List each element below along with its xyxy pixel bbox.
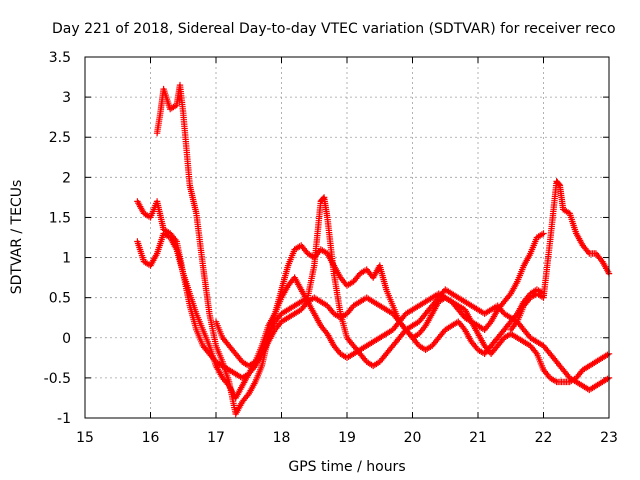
y-tick-label: 0.5 [49, 291, 71, 307]
x-tick-label: 17 [207, 430, 225, 446]
y-tick-label: 2 [62, 170, 71, 186]
y-tick-label: -0.5 [44, 371, 71, 387]
chart-title: Day 221 of 2018, Sidereal Day-to-day VTE… [52, 21, 616, 37]
x-tick-label: 18 [273, 430, 291, 446]
x-tick-label: 16 [142, 430, 160, 446]
x-tick-label: 22 [535, 430, 553, 446]
series-markers [153, 81, 547, 418]
series-markers [134, 194, 613, 394]
y-tick-labels: -1 -0.5 0 0.5 1 1.5 2 2.5 3 3.5 [44, 50, 71, 427]
y-tick-label: 3.5 [49, 50, 71, 66]
y-tick-label: 1.5 [49, 210, 71, 226]
series-2 [134, 194, 613, 394]
y-tick-label: -1 [57, 411, 71, 427]
x-tick-label: 21 [469, 430, 487, 446]
series-markers [134, 230, 613, 402]
y-axis-label: SDTVAR / TECUs [9, 180, 25, 295]
series-4 [507, 178, 613, 333]
series-markers [212, 286, 547, 370]
x-tick-label: 15 [76, 430, 94, 446]
data-points [134, 81, 613, 418]
y-tick-label: 0 [62, 331, 71, 347]
series-1 [153, 81, 547, 418]
x-axis-label: GPS time / hours [288, 459, 405, 475]
y-tick-label: 1 [62, 251, 71, 267]
x-tick-label: 19 [338, 430, 356, 446]
series-markers [507, 178, 613, 333]
series-0 [134, 230, 613, 402]
series-3 [212, 286, 547, 370]
y-tick-label: 2.5 [49, 130, 71, 146]
y-tick-label: 3 [62, 90, 71, 106]
x-tick-label: 23 [600, 430, 618, 446]
plot-frame [84, 56, 610, 419]
x-tick-label: 20 [404, 430, 422, 446]
x-tick-labels: 15 16 17 18 19 20 21 22 23 [76, 430, 618, 446]
